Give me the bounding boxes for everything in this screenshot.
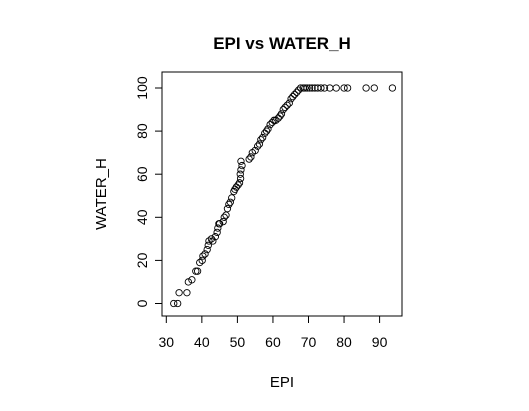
x-axis-label: EPI [270, 374, 294, 391]
x-axis: 30 40 50 60 70 80 90 [159, 315, 388, 350]
data-point [279, 105, 287, 114]
data-point [226, 198, 234, 206]
data-point [204, 241, 212, 249]
data-point [264, 125, 272, 133]
data-point [362, 84, 370, 92]
x-tick-label: 50 [230, 334, 246, 350]
y-tick-label: 100 [134, 76, 150, 100]
data-point [272, 116, 280, 124]
data-point [236, 174, 245, 183]
data-point [237, 166, 245, 174]
data-point [245, 155, 253, 163]
data-point [247, 153, 255, 161]
data-point [174, 299, 182, 308]
data-point [205, 237, 213, 245]
x-tick-label: 60 [265, 334, 281, 350]
x-tick-label: 40 [194, 334, 210, 350]
data-point [196, 258, 204, 267]
data-point [266, 120, 274, 129]
data-point [237, 157, 245, 165]
data-point [340, 84, 348, 92]
data-point [209, 237, 217, 245]
data-point [258, 133, 267, 142]
data-point [370, 84, 378, 92]
y-tick-label: 20 [134, 252, 150, 268]
data-point [193, 267, 202, 275]
data-point [192, 267, 200, 275]
x-tick-label: 30 [159, 334, 175, 350]
data-point [287, 95, 295, 103]
data-points [170, 84, 397, 308]
y-axis: 0 20 40 60 80 100 [134, 76, 163, 307]
data-point [276, 112, 284, 120]
data-point [388, 84, 397, 92]
data-point [231, 185, 239, 193]
data-point [183, 289, 191, 297]
data-point [234, 181, 242, 189]
data-point [283, 101, 291, 109]
data-point [262, 127, 271, 135]
data-point [285, 99, 293, 107]
data-point [223, 205, 232, 213]
data-point [343, 84, 352, 92]
y-axis-label: WATER_H [93, 158, 110, 230]
data-point [238, 161, 246, 170]
data-point [228, 194, 236, 202]
x-tick-label: 80 [336, 334, 352, 350]
data-point [320, 84, 329, 92]
data-point [199, 252, 207, 260]
data-point [301, 84, 309, 92]
data-point [254, 142, 262, 150]
data-point [213, 228, 221, 237]
data-point [268, 118, 276, 127]
data-point [214, 224, 222, 232]
data-point [317, 84, 325, 92]
data-point [201, 250, 209, 258]
data-point [175, 289, 183, 297]
data-point [293, 88, 301, 96]
y-tick-label: 40 [134, 209, 150, 225]
data-point [294, 86, 303, 94]
data-point [225, 200, 233, 209]
chart-title: EPI vs WATER_H [213, 34, 351, 53]
data-point [289, 92, 297, 101]
data-point [251, 146, 259, 155]
data-point [305, 84, 314, 92]
data-point [198, 256, 206, 265]
data-point [219, 217, 227, 226]
data-point [220, 213, 228, 221]
data-point [235, 179, 244, 187]
data-point [170, 299, 178, 308]
data-point [184, 278, 192, 286]
data-point [277, 110, 286, 118]
x-tick-label: 70 [301, 334, 317, 350]
data-point [207, 235, 216, 243]
data-point [308, 84, 316, 92]
data-point [290, 90, 299, 99]
data-point [203, 245, 211, 254]
data-point [255, 140, 264, 148]
data-point [188, 276, 196, 284]
data-point [281, 103, 289, 112]
y-tick-label: 60 [134, 166, 150, 182]
data-point [303, 84, 311, 92]
data-point [215, 220, 224, 228]
data-point [236, 170, 244, 178]
data-point [332, 84, 340, 92]
data-point [270, 116, 278, 124]
y-tick-label: 80 [134, 123, 150, 139]
data-point [211, 233, 220, 241]
y-tick-label: 0 [134, 299, 150, 307]
data-point [257, 136, 265, 144]
x-tick-label: 90 [372, 334, 388, 350]
